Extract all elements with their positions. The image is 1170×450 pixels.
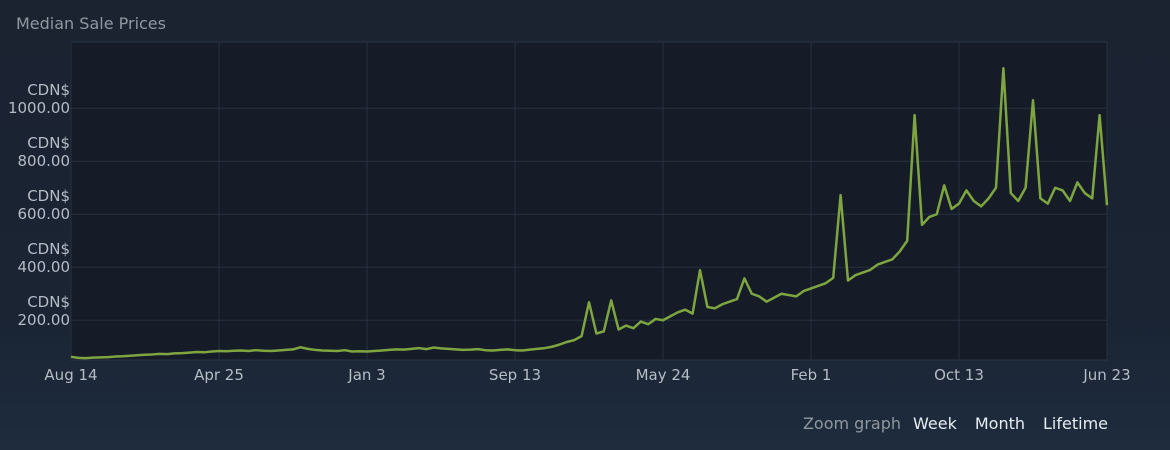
zoom-label: Zoom graph — [802, 414, 902, 433]
y-tick-label: CDN$ 200.00 — [17, 293, 71, 330]
x-tick-label: Sep 13 — [489, 366, 541, 384]
x-tick-label: Aug 14 — [44, 366, 97, 384]
x-tick-label: May 24 — [636, 366, 691, 384]
x-tick-label: Oct 13 — [934, 366, 984, 384]
zoom-option[interactable]: Week — [913, 414, 957, 433]
y-tick-label: CDN$ 1000.00 — [7, 81, 70, 118]
x-tick-label: Jan 3 — [347, 366, 385, 384]
x-tick-label: Jun 23 — [1082, 366, 1130, 384]
zoom-option[interactable]: Lifetime — [1043, 414, 1108, 433]
x-tick-label: Feb 1 — [791, 366, 832, 384]
zoom-option[interactable]: Month — [974, 414, 1026, 433]
chart-title: Median Sale Prices — [16, 14, 166, 33]
y-tick-label: CDN$ 400.00 — [17, 240, 71, 277]
y-tick-label: CDN$ 800.00 — [17, 134, 71, 171]
price-line — [70, 66, 1109, 360]
zoom-controls: Zoom graph Week Month Lifetime — [803, 414, 1108, 433]
x-tick-label: Apr 25 — [194, 366, 244, 384]
chart: Aug 14 Apr 25 Jan 3 Sep 13 May 24 Feb 1 Oct 13… — [44, 41, 1131, 384]
plot-area — [70, 41, 1108, 361]
y-tick-label: CDN$ 600.00 — [17, 187, 71, 224]
